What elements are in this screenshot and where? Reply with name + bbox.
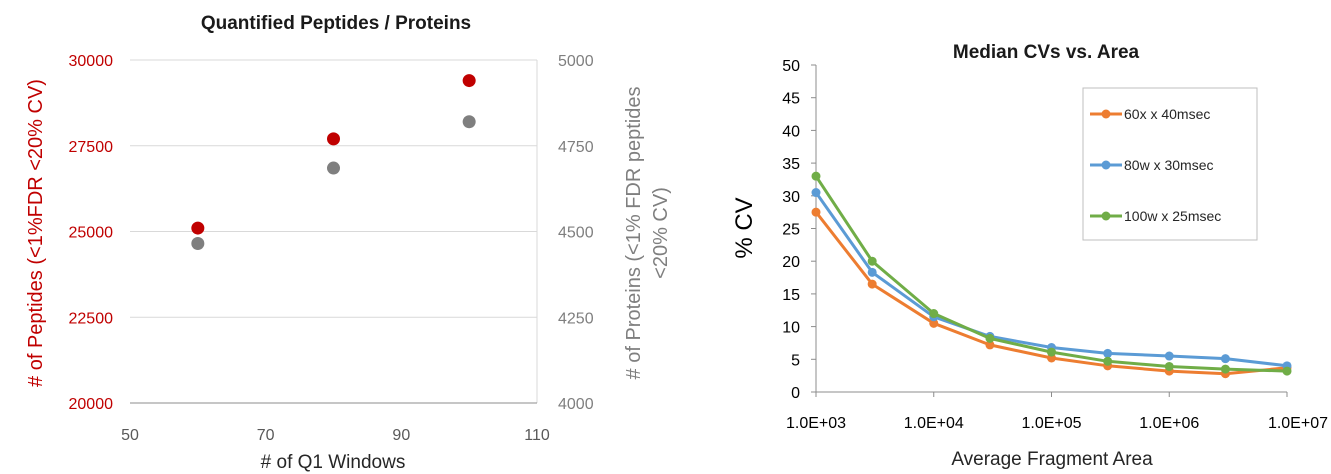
- series-marker: [1103, 348, 1113, 358]
- line-axis-ticks: [811, 64, 1288, 397]
- line-x-tick: 1.0E+04: [904, 415, 964, 432]
- line-x-tick: 1.0E+07: [1268, 415, 1328, 432]
- scatter-y-tick: 20000: [69, 396, 114, 413]
- line-y-tick: 45: [782, 91, 800, 108]
- line-x-tick: 1.0E+06: [1139, 415, 1199, 432]
- series-marker: [811, 171, 821, 181]
- series-marker: [1220, 354, 1230, 364]
- line-y-tick: 10: [782, 320, 800, 337]
- scatter-y-tick: 27500: [69, 139, 114, 156]
- peptide-point: [327, 132, 340, 146]
- peptide-point: [462, 74, 476, 88]
- protein-point: [327, 161, 340, 175]
- scatter-y2-tick-labels: 4000 4250 4500 4750 5000: [558, 53, 594, 413]
- line-y-tick-labels: 0 5 10 15 20 25 30 35 40 45 50: [782, 58, 800, 402]
- scatter-y2-tick: 4750: [558, 139, 594, 156]
- series-marker: [867, 279, 877, 289]
- line-y-tick: 50: [782, 58, 800, 75]
- legend-label: 80w x 30msec: [1124, 157, 1213, 173]
- series-marker: [867, 267, 877, 277]
- protein-point: [191, 237, 205, 251]
- scatter-x-tick: 70: [257, 427, 275, 444]
- line-chart-title: Median CVs vs. Area: [953, 42, 1140, 63]
- scatter-y2-tick: 4250: [558, 310, 594, 327]
- series-marker: [1220, 364, 1230, 374]
- series-marker: [811, 188, 821, 198]
- line-y-tick: 5: [791, 352, 800, 369]
- line-y-tick: 35: [782, 156, 800, 173]
- legend: 60x x 40msec 80w x 30msec 100w x 25msec: [1082, 87, 1258, 241]
- series-marker: [1047, 347, 1056, 357]
- scatter-y2-axis-label-line1: # of Proteins (<1% FDR peptides: [623, 87, 645, 380]
- scatter-y2-tick: 5000: [558, 53, 594, 70]
- line-series-group: [811, 171, 1292, 379]
- scatter-x-tick: 90: [392, 427, 410, 444]
- scatter-x-tick: 50: [121, 427, 139, 444]
- legend-swatch-marker: [1101, 109, 1111, 119]
- line-x-tick-labels: 1.0E+03 1.0E+04 1.0E+05 1.0E+06 1.0E+07: [786, 415, 1328, 432]
- line-x-axis-label: Average Fragment Area: [951, 449, 1153, 470]
- series-marker: [1164, 351, 1174, 361]
- series-3: [811, 171, 1292, 376]
- scatter-y2-tick: 4000: [558, 396, 594, 413]
- line-y-tick: 20: [782, 254, 800, 271]
- series-marker: [1103, 356, 1113, 366]
- line-y-tick: 40: [782, 123, 800, 140]
- series-marker: [929, 318, 939, 328]
- scatter-x-axis-label: # of Q1 Windows: [261, 452, 406, 473]
- series-marker: [1164, 361, 1174, 371]
- series-marker: [1282, 366, 1292, 376]
- protein-point: [462, 115, 476, 129]
- scatter-x-tick-labels: 50 70 90 110: [121, 427, 550, 444]
- line-x-tick: 1.0E+05: [1021, 415, 1081, 432]
- scatter-y-tick: 30000: [69, 53, 114, 70]
- legend-label: 60x x 40msec: [1124, 106, 1210, 122]
- scatter-y-tick: 22500: [69, 310, 114, 327]
- scatter-points: [191, 74, 476, 251]
- peptide-point: [191, 221, 205, 235]
- legend-swatch-marker: [1101, 211, 1111, 221]
- line-y-tick: 0: [791, 385, 800, 402]
- series-marker: [867, 256, 877, 266]
- series-marker: [929, 309, 939, 319]
- scatter-y-tick-labels: 20000 22500 25000 27500 30000: [69, 53, 114, 413]
- scatter-x-tick: 110: [524, 427, 550, 444]
- legend-swatch-marker: [1101, 160, 1111, 170]
- series-marker: [985, 340, 995, 350]
- scatter-chart-title: Quantified Peptides / Proteins: [201, 13, 471, 34]
- scatter-gridlines: [130, 59, 538, 403]
- scatter-y2-tick: 4500: [558, 225, 594, 242]
- series-marker: [811, 207, 821, 217]
- scatter-y-tick: 25000: [69, 225, 114, 242]
- line-y-tick: 25: [782, 222, 800, 239]
- scatter-chart: Quantified Peptides / Proteins 50 70 90 …: [25, 13, 672, 473]
- line-y-tick: 30: [782, 189, 800, 206]
- scatter-y2-axis-label-line2: <20% CV): [650, 187, 672, 279]
- series-marker: [985, 333, 995, 343]
- scatter-y-axis-label: # of Peptides (<1%FDR <20% CV): [25, 79, 47, 387]
- line-y-axis-label: % CV: [731, 197, 758, 258]
- line-x-tick: 1.0E+03: [786, 415, 846, 432]
- line-chart: Median CVs vs. Area 0 5 10 15 20 25 30 3…: [731, 42, 1328, 470]
- line-y-tick: 15: [782, 287, 800, 304]
- legend-label: 100w x 25msec: [1124, 208, 1221, 224]
